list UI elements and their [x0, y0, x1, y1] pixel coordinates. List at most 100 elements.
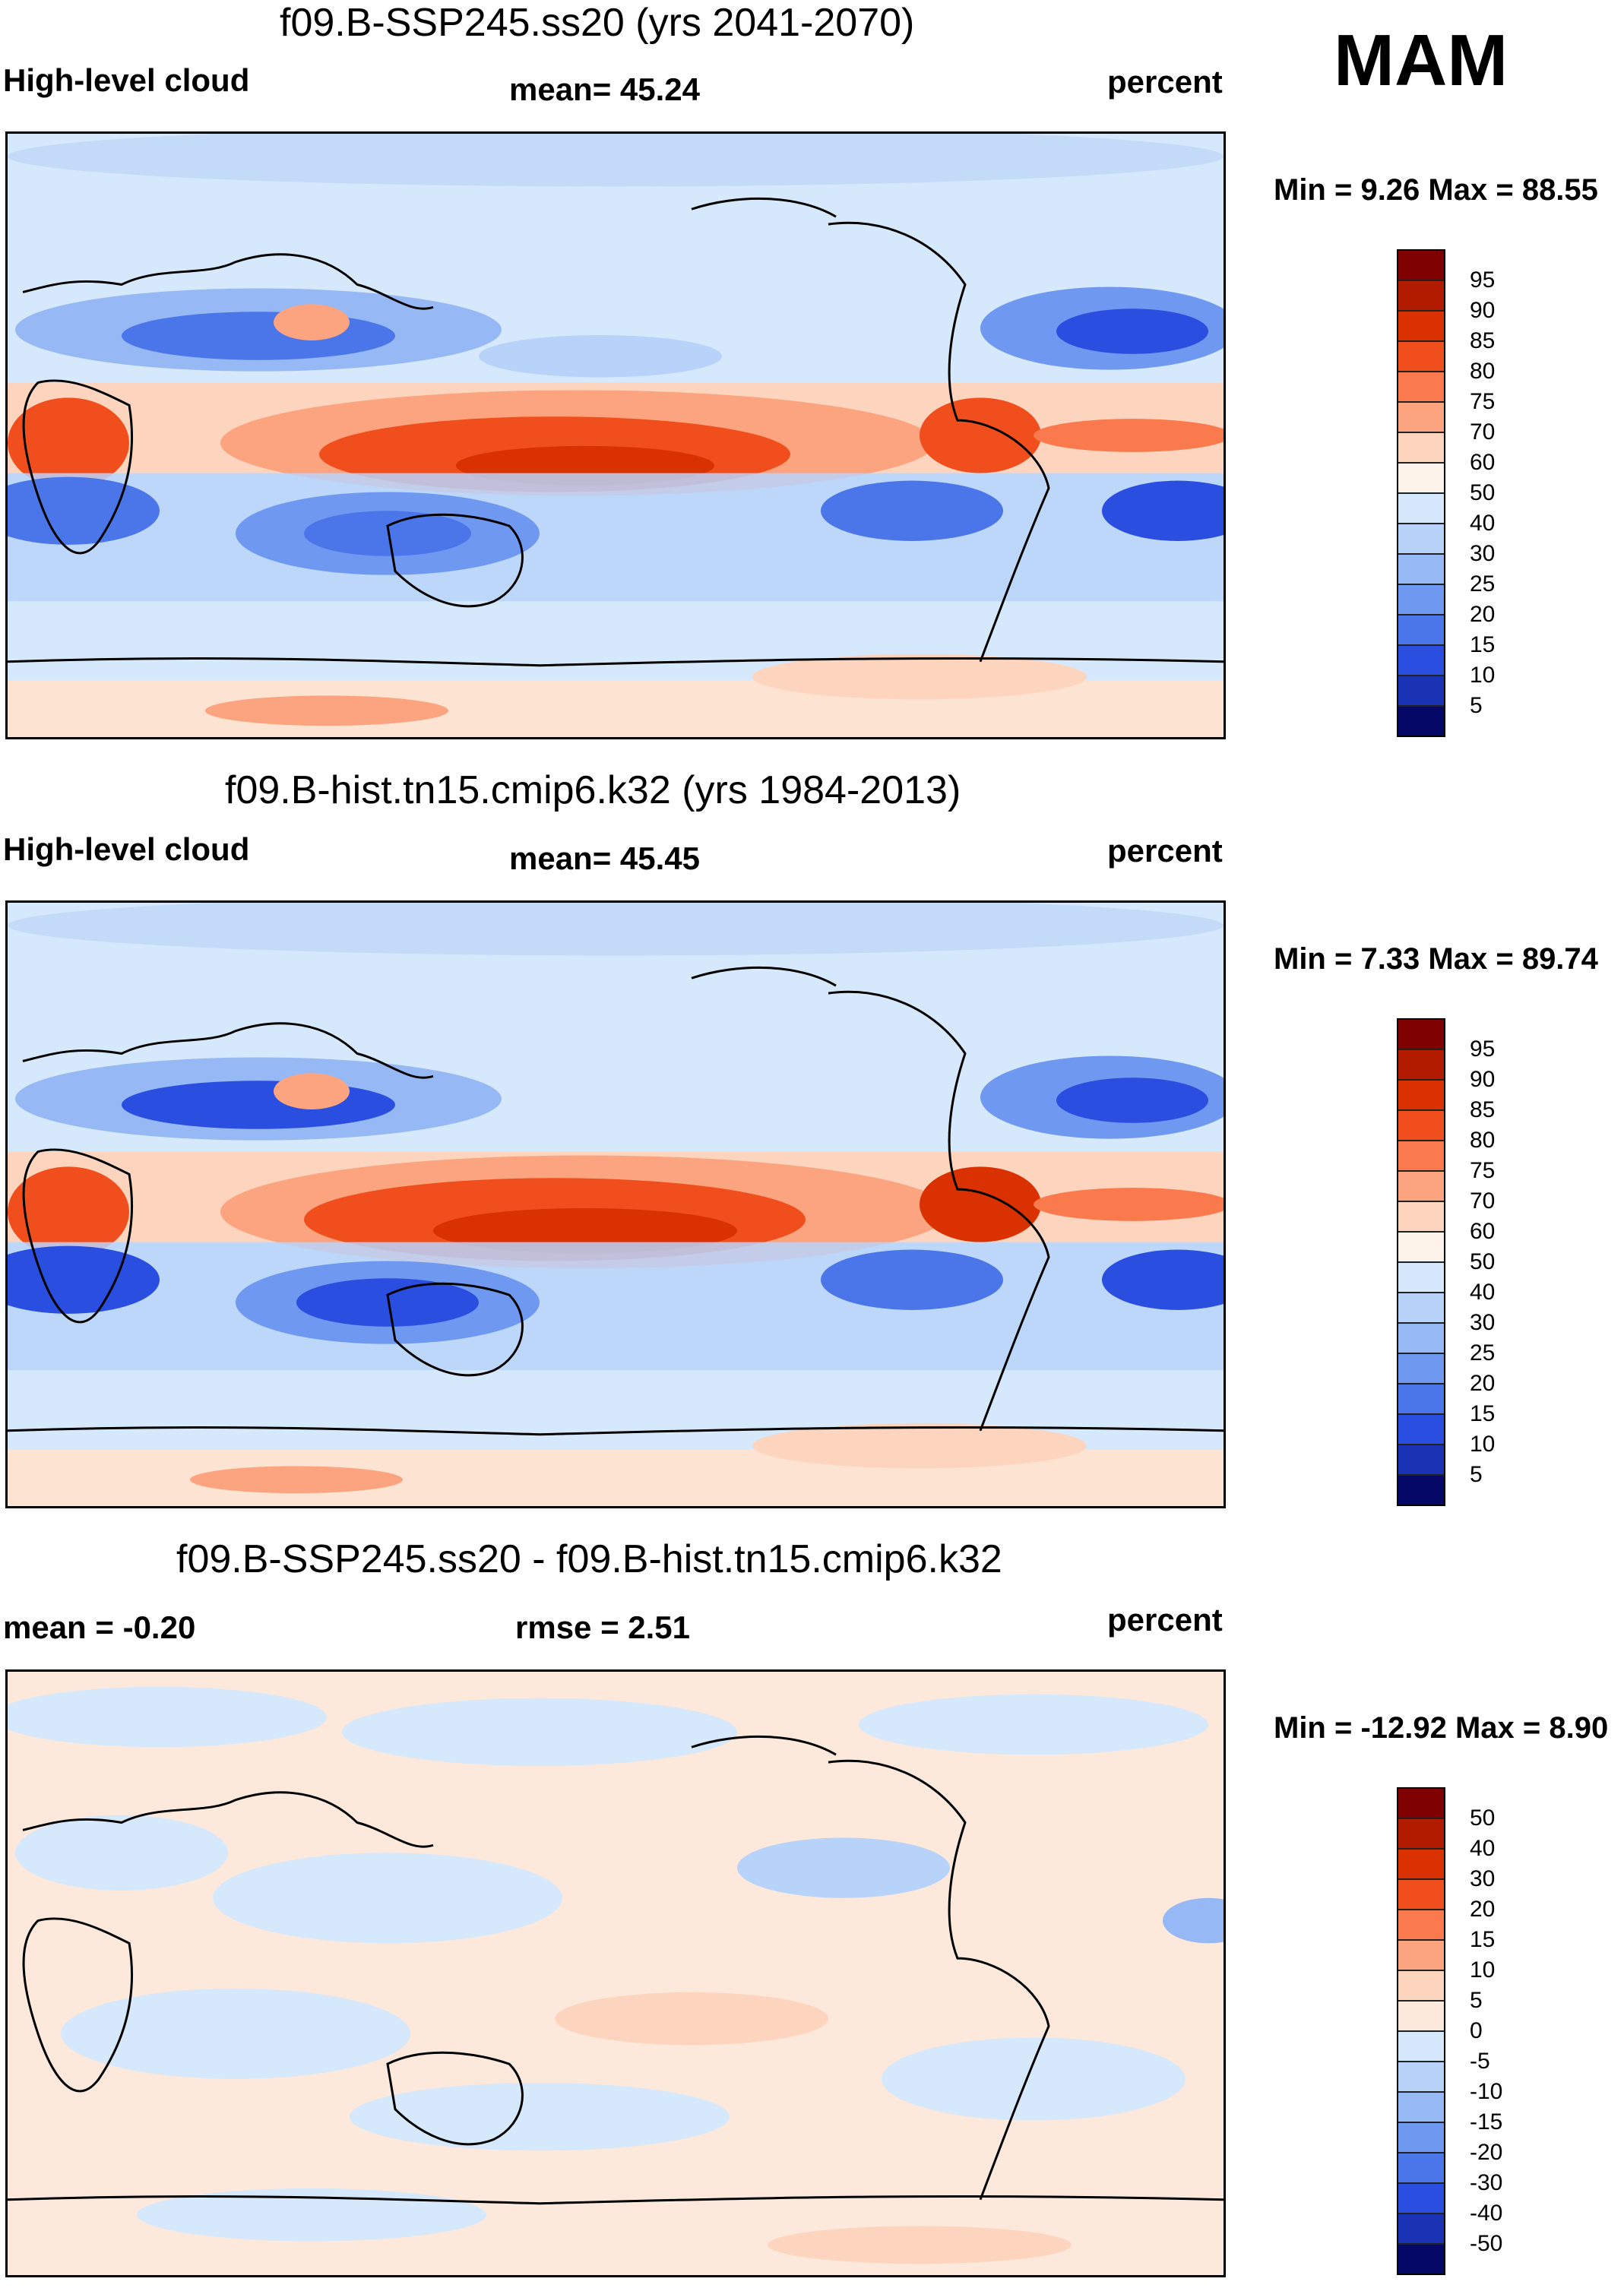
- colorbar-swatch: [1398, 2154, 1444, 2184]
- colorbar-swatch: [1398, 1385, 1444, 1415]
- panel-1-colorbar: [1397, 249, 1445, 737]
- colorbar-swatch: [1398, 1819, 1444, 1850]
- colorbar-swatch: [1398, 494, 1444, 524]
- colorbar-label: 25: [1470, 571, 1496, 597]
- colorbar-label: 50: [1470, 1249, 1496, 1274]
- colorbar-label: -30: [1470, 2170, 1503, 2195]
- colorbar-swatch: [1398, 1789, 1444, 1819]
- colorbar-swatch: [1398, 1354, 1444, 1385]
- colorbar-swatch: [1398, 707, 1444, 736]
- colorbar-swatch: [1398, 555, 1444, 585]
- colorbar-swatch: [1398, 312, 1444, 342]
- colorbar-label: 15: [1470, 632, 1496, 657]
- colorbar-swatch: [1398, 1202, 1444, 1233]
- colorbar-swatch: [1398, 1971, 1444, 2002]
- colorbar-swatch: [1398, 2093, 1444, 2123]
- colorbar-swatch: [1398, 1324, 1444, 1354]
- colorbar-swatch: [1398, 1476, 1444, 1505]
- colorbar-swatch: [1398, 1941, 1444, 1971]
- panel-2-colorbar: [1397, 1018, 1445, 1506]
- colorbar-label: 25: [1470, 1340, 1496, 1366]
- panel-3-mean-label: mean = -0.20: [3, 1609, 196, 1645]
- colorbar-swatch: [1398, 403, 1444, 433]
- colorbar-label: 90: [1470, 1067, 1496, 1092]
- colorbar-label: 80: [1470, 1128, 1496, 1153]
- colorbar-swatch: [1398, 2002, 1444, 2032]
- colorbar-swatch: [1398, 1020, 1444, 1050]
- panel-3-map: [5, 1669, 1226, 2277]
- colorbar-label: -20: [1470, 2140, 1503, 2165]
- panel-2-map: [5, 900, 1226, 1508]
- colorbar-label: 10: [1470, 663, 1496, 688]
- colorbar-label: 95: [1470, 267, 1496, 293]
- colorbar-label: 30: [1470, 1866, 1496, 1891]
- colorbar-label: 60: [1470, 450, 1496, 475]
- colorbar-swatch: [1398, 646, 1444, 676]
- panel-3-units-label: percent: [1107, 1602, 1223, 1638]
- colorbar-label: 70: [1470, 1188, 1496, 1214]
- colorbar-swatch: [1398, 1880, 1444, 1910]
- colorbar-label: 30: [1470, 541, 1496, 566]
- colorbar-label: 75: [1470, 389, 1496, 414]
- colorbar-label: 50: [1470, 1805, 1496, 1831]
- colorbar-swatch: [1398, 1050, 1444, 1081]
- colorbar-label: 85: [1470, 1097, 1496, 1122]
- colorbar-swatch: [1398, 1233, 1444, 1263]
- colorbar-swatch: [1398, 1141, 1444, 1172]
- colorbar-label: 90: [1470, 298, 1496, 323]
- colorbar-swatch: [1398, 1850, 1444, 1880]
- panel-1-minmax: Min = 9.26 Max = 88.55: [1274, 173, 1598, 207]
- colorbar-label: 15: [1470, 1927, 1496, 1952]
- colorbar-swatch: [1398, 2123, 1444, 2154]
- colorbar-label: 95: [1470, 1036, 1496, 1062]
- colorbar-swatch: [1398, 251, 1444, 281]
- panel-2-title: f09.B-hist.tn15.cmip6.k32 (yrs 1984-2013…: [225, 768, 961, 812]
- colorbar-label: -50: [1470, 2231, 1503, 2256]
- colorbar-label: 20: [1470, 602, 1496, 627]
- colorbar-label: -40: [1470, 2201, 1503, 2226]
- panel-2-minmax: Min = 7.33 Max = 89.74: [1274, 942, 1598, 976]
- colorbar-swatch: [1398, 342, 1444, 372]
- colorbar-label: 5: [1470, 693, 1483, 718]
- colorbar-swatch: [1398, 464, 1444, 494]
- colorbar-label: -15: [1470, 2109, 1503, 2135]
- colorbar-swatch: [1398, 2062, 1444, 2093]
- panel-3-colorbar: [1397, 1787, 1445, 2275]
- colorbar-swatch: [1398, 1081, 1444, 1111]
- panel-1-map: [5, 131, 1226, 739]
- colorbar-label: 70: [1470, 419, 1496, 445]
- colorbar-label: 40: [1470, 511, 1496, 536]
- panel-1-mean-label: mean= 45.24: [509, 71, 701, 107]
- colorbar-label: 30: [1470, 1310, 1496, 1335]
- colorbar-swatch: [1398, 1445, 1444, 1476]
- panel-2-variable-label: High-level cloud: [3, 831, 250, 867]
- panel-3-title: f09.B-SSP245.ss20 - f09.B-hist.tn15.cmip…: [176, 1537, 1002, 1581]
- colorbar-swatch: [1398, 1910, 1444, 1941]
- colorbar-swatch: [1398, 1111, 1444, 1141]
- colorbar-label: 40: [1470, 1280, 1496, 1305]
- colorbar-label: 20: [1470, 1371, 1496, 1396]
- colorbar-swatch: [1398, 1172, 1444, 1202]
- colorbar-label: -10: [1470, 2079, 1503, 2104]
- colorbar-swatch: [1398, 2245, 1444, 2274]
- panel-2-units-label: percent: [1107, 833, 1223, 869]
- colorbar-label: 5: [1470, 1462, 1483, 1487]
- colorbar-swatch: [1398, 1415, 1444, 1445]
- colorbar-label: 50: [1470, 480, 1496, 505]
- colorbar-swatch: [1398, 281, 1444, 312]
- colorbar-label: -5: [1470, 2049, 1490, 2074]
- colorbar-label: 40: [1470, 1836, 1496, 1861]
- panel-2-mean-label: mean= 45.45: [509, 840, 701, 876]
- panel-1-units-label: percent: [1107, 64, 1223, 100]
- colorbar-label: 10: [1470, 1957, 1496, 1983]
- colorbar-label: 20: [1470, 1897, 1496, 1922]
- colorbar-label: 75: [1470, 1158, 1496, 1183]
- colorbar-swatch: [1398, 676, 1444, 707]
- colorbar-swatch: [1398, 372, 1444, 403]
- colorbar-label: 60: [1470, 1219, 1496, 1244]
- colorbar-swatch: [1398, 1263, 1444, 1293]
- panel-3-minmax: Min = -12.92 Max = 8.90: [1274, 1711, 1609, 1745]
- colorbar-label: 80: [1470, 359, 1496, 384]
- colorbar-label: 15: [1470, 1401, 1496, 1426]
